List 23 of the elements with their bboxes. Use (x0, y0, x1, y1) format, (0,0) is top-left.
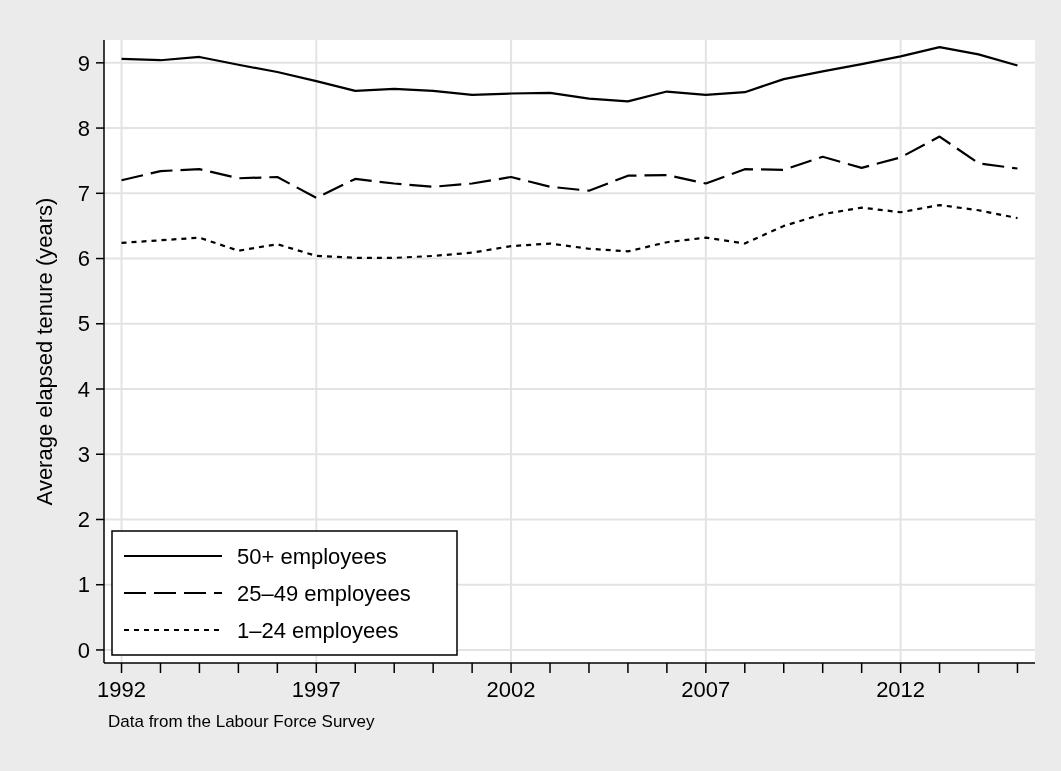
line-series (120, 135, 1019, 199)
y-axis-title: Average elapsed tenure (years) (32, 197, 57, 506)
y-tick-label: 7 (77, 181, 90, 206)
text: Data from the Labour Force Survey (108, 712, 375, 731)
y-tick-label: 0 (77, 637, 90, 663)
x-tick-label: 1997 (291, 677, 341, 702)
legend-label: 1–24 employees (237, 617, 399, 643)
line-series (120, 46, 1019, 103)
y-tick-label: 3 (77, 441, 90, 467)
legend-label: 25–49 employees (237, 580, 411, 606)
y-tick-label: 5 (77, 311, 90, 337)
y-tick-label: 9 (77, 50, 90, 76)
y-tick-label: 2 (77, 507, 90, 533)
y-tick-label: 4 (77, 376, 90, 402)
x-tick-label: 2012 (876, 677, 926, 702)
legend-label: 50+ employees (237, 543, 387, 569)
line-series (120, 203, 1019, 259)
x-tick-label: 1992 (97, 677, 147, 702)
y-tick-label: 8 (77, 115, 90, 141)
x-tick-label: 2002 (486, 677, 536, 702)
x-tick-label: 2007 (681, 677, 731, 702)
y-tick-label: 6 (77, 246, 90, 272)
y-tick-label: 1 (77, 572, 90, 598)
